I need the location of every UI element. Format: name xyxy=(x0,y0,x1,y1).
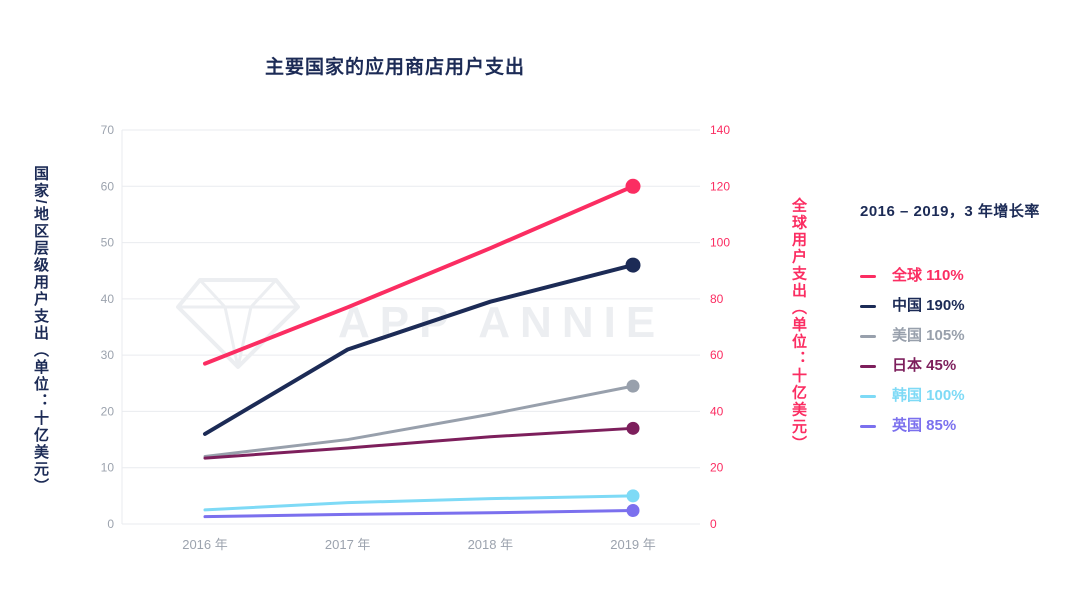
line-chart: 0 0 10 20 20 40 30 60 40 80 50 100 60 120 70 140 2016 年 2… xyxy=(101,123,731,552)
left-axis-tick-label: 40 xyxy=(101,292,115,306)
legend-label: 中国 190% xyxy=(892,297,965,314)
legend-label: 日本 45% xyxy=(892,357,957,374)
left-axis-tick-label: 0 xyxy=(107,517,114,531)
left-axis-tick-label: 60 xyxy=(101,179,115,193)
legend-label: 美国 105% xyxy=(892,327,965,344)
legend-item-5: 英国 85% xyxy=(860,411,1075,441)
legend-dash-icon xyxy=(860,274,876,278)
left-axis-title: 国家/地区层级用户支出（单位：十亿美元） xyxy=(32,165,49,495)
legend-title: 2016 – 2019，3 年增长率 xyxy=(860,203,1040,220)
series-line-5 xyxy=(203,508,635,519)
legend-item-0: 全球 110% xyxy=(860,261,1075,291)
series-line-3 xyxy=(203,426,635,460)
legend-label: 韩国 100% xyxy=(892,387,965,404)
series-endpoint-0 xyxy=(625,178,641,194)
right-axis-tick-label: 20 xyxy=(710,461,724,475)
legend-item-4: 韩国 100% xyxy=(860,381,1075,411)
legend-items: 全球 110% 中国 190% 美国 105% 日本 45% 韩国 100% 英国 85% xyxy=(860,261,1075,441)
left-axis-tick-label: 10 xyxy=(101,461,115,475)
legend: 2016 – 2019，3 年增长率 全球 110% 中国 190% 美国 105%… xyxy=(860,200,1075,441)
left-axis-tick-label: 50 xyxy=(101,236,115,250)
right-axis-tick-label: 60 xyxy=(710,348,724,362)
series-endpoint-1 xyxy=(625,257,641,273)
chart-title: 主要国家的应用商店用户支出 xyxy=(265,57,526,78)
series-endpoint-5 xyxy=(626,503,640,517)
watermark-text: APP ANNIE xyxy=(338,298,665,347)
right-axis-tick-label: 80 xyxy=(710,292,724,306)
x-axis-tick-label: 2018 年 xyxy=(468,537,514,552)
legend-dash-icon xyxy=(860,394,876,398)
legend-item-2: 美国 105% xyxy=(860,321,1075,351)
legend-label: 英国 85% xyxy=(892,417,957,434)
series-endpoint-3 xyxy=(626,421,640,435)
legend-dash-icon xyxy=(860,424,876,428)
right-axis-tick-label: 120 xyxy=(710,179,730,193)
x-axis-tick-label: 2016 年 xyxy=(182,537,228,552)
right-axis-tick-label: 0 xyxy=(710,517,717,531)
series-line-1 xyxy=(203,263,636,436)
series-line-4 xyxy=(203,494,635,512)
left-axis-tick-label: 30 xyxy=(101,348,115,362)
legend-label: 全球 110% xyxy=(892,267,964,284)
legend-dash-icon xyxy=(860,334,876,338)
series-endpoint-2 xyxy=(626,379,640,393)
legend-item-1: 中国 190% xyxy=(860,291,1075,321)
right-axis-title: 全球用户支出（单位：十亿美元） xyxy=(790,197,807,453)
x-axis-tick-label: 2019 年 xyxy=(610,537,656,552)
right-axis-tick-label: 40 xyxy=(710,404,724,418)
series-endpoint-4 xyxy=(626,489,640,503)
legend-item-3: 日本 45% xyxy=(860,351,1075,381)
right-axis-tick-label: 100 xyxy=(710,236,730,250)
right-axis-tick-label: 140 xyxy=(710,123,730,137)
legend-dash-icon xyxy=(860,304,876,308)
left-axis-tick-label: 20 xyxy=(101,404,115,418)
series-line-0 xyxy=(203,184,636,366)
x-axis-tick-label: 2017 年 xyxy=(325,537,371,552)
left-axis-tick-label: 70 xyxy=(101,123,115,137)
legend-dash-icon xyxy=(860,364,876,368)
series-line-2 xyxy=(203,384,635,458)
app-annie-watermark-icon: APP ANNIE xyxy=(176,278,665,369)
